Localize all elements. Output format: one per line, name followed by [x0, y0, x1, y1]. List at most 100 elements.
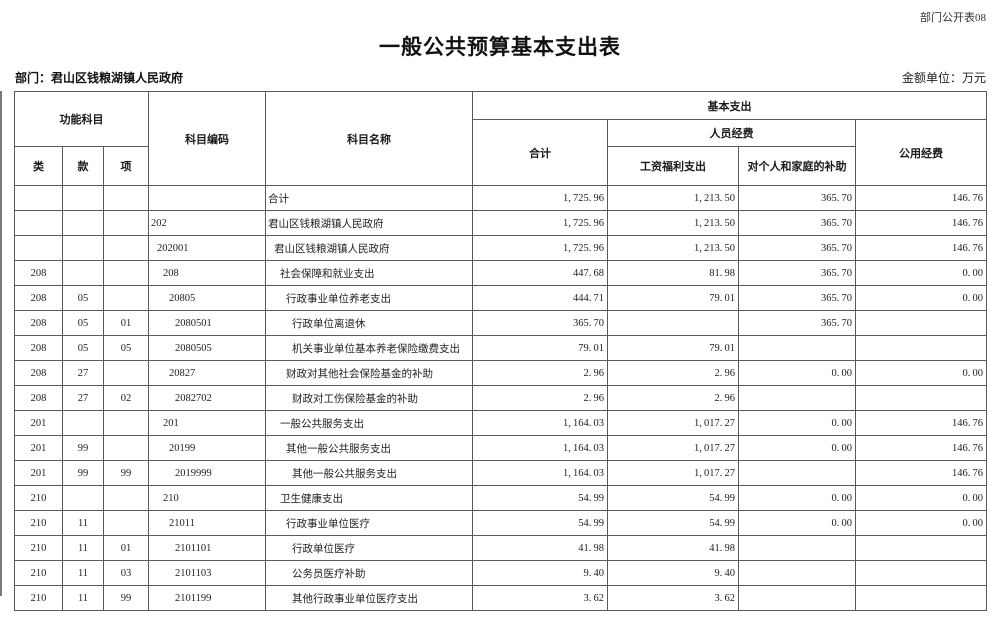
cell-individual-family-subsidy	[738, 560, 856, 586]
cell-total: 2. 96	[472, 385, 608, 411]
cell-individual-family-subsidy: 365. 70	[738, 285, 856, 311]
cell-section-code: 11	[62, 560, 104, 586]
cell-section-code	[62, 260, 104, 286]
cell-total: 444. 71	[472, 285, 608, 311]
cell-public-funds: 0. 00	[855, 260, 987, 286]
cell-subject-code	[148, 185, 266, 211]
cell-salary-welfare: 1, 213. 50	[607, 185, 739, 211]
cell-subject-code: 2101101	[148, 535, 266, 561]
cell-subject-code: 20805	[148, 285, 266, 311]
cell-public-funds: 146. 76	[855, 435, 987, 461]
cell-individual-family-subsidy: 365. 70	[738, 235, 856, 261]
cell-class-code: 210	[14, 510, 63, 536]
cell-salary-welfare: 1, 017. 27	[607, 410, 739, 436]
cell-total: 1, 725. 96	[472, 185, 608, 211]
cell-class-code: 210	[14, 560, 63, 586]
table-row: 合计 1, 725. 96 1, 213. 50 365. 70 146. 76	[14, 185, 987, 211]
cell-salary-welfare: 54. 99	[607, 485, 739, 511]
table-body: 合计 1, 725. 96 1, 213. 50 365. 70 146. 76…	[14, 185, 987, 611]
cell-public-funds: 0. 00	[855, 360, 987, 386]
cell-item-code: 03	[103, 560, 149, 586]
cell-subject-name: 社会保障和就业支出	[265, 260, 473, 286]
cell-section-code	[62, 210, 104, 236]
cell-total: 1, 725. 96	[472, 235, 608, 261]
cell-class-code: 208	[14, 310, 63, 336]
cell-individual-family-subsidy: 0. 00	[738, 435, 856, 461]
form-number-label: 部门公开表08	[920, 12, 986, 24]
cell-item-code: 01	[103, 535, 149, 561]
table-row: 210 11 21011 行政事业单位医疗 54. 99 54. 99 0. 0…	[14, 510, 987, 536]
cell-individual-family-subsidy: 365. 70	[738, 260, 856, 286]
cell-section-code: 99	[62, 460, 104, 486]
cell-subject-name: 君山区钱粮湖镇人民政府	[265, 235, 473, 261]
cell-individual-family-subsidy: 365. 70	[738, 310, 856, 336]
table-row: 210 11 01 2101101 行政单位医疗 41. 98 41. 98	[14, 535, 987, 561]
cell-salary-welfare: 81. 98	[607, 260, 739, 286]
department-label: 部门：君山区钱粮湖镇人民政府	[15, 71, 184, 85]
cell-class-code	[14, 185, 63, 211]
cell-salary-welfare: 9. 40	[607, 560, 739, 586]
cell-individual-family-subsidy: 0. 00	[738, 510, 856, 536]
header-functional-subject: 功能科目	[14, 91, 149, 147]
cell-subject-name: 行政事业单位养老支出	[265, 285, 473, 311]
page-title: 一般公共预算基本支出表	[379, 35, 621, 59]
cell-subject-code: 202001	[148, 235, 266, 261]
cell-subject-code: 20199	[148, 435, 266, 461]
cell-individual-family-subsidy	[738, 460, 856, 486]
cell-class-code: 208	[14, 385, 63, 411]
table-row: 210 11 03 2101103 公务员医疗补助 9. 40 9. 40	[14, 560, 987, 586]
cell-salary-welfare: 3. 62	[607, 585, 739, 611]
table-row: 208 208 社会保障和就业支出 447. 68 81. 98 365. 70…	[14, 260, 987, 286]
cell-individual-family-subsidy	[738, 585, 856, 611]
meta-row: 部门：君山区钱粮湖镇人民政府 金额单位：万元	[14, 69, 986, 85]
cell-class-code: 210	[14, 535, 63, 561]
table-row: 202001 君山区钱粮湖镇人民政府 1, 725. 96 1, 213. 50…	[14, 235, 987, 261]
cell-salary-welfare: 54. 99	[607, 510, 739, 536]
header-section: 款	[62, 146, 104, 186]
cell-public-funds: 146. 76	[855, 235, 987, 261]
cell-section-code: 99	[62, 435, 104, 461]
cell-subject-code: 208	[148, 260, 266, 286]
cell-public-funds	[855, 535, 987, 561]
cell-section-code	[62, 485, 104, 511]
cell-subject-name: 合计	[265, 185, 473, 211]
header-item: 项	[103, 146, 149, 186]
cell-salary-welfare: 79. 01	[607, 285, 739, 311]
cell-salary-welfare: 79. 01	[607, 335, 739, 361]
cell-item-code	[103, 410, 149, 436]
cell-subject-code: 20827	[148, 360, 266, 386]
cell-item-code	[103, 435, 149, 461]
cell-class-code: 208	[14, 335, 63, 361]
table-row: 201 99 99 2019999 其他一般公共服务支出 1, 164. 03 …	[14, 460, 987, 486]
cell-public-funds: 0. 00	[855, 485, 987, 511]
cell-item-code	[103, 235, 149, 261]
cell-section-code: 27	[62, 385, 104, 411]
cell-total: 1, 164. 03	[472, 410, 608, 436]
table-row: 210 11 99 2101199 其他行政事业单位医疗支出 3. 62 3. …	[14, 585, 987, 611]
cell-section-code: 11	[62, 535, 104, 561]
cell-class-code: 208	[14, 260, 63, 286]
header-salary-welfare: 工资福利支出	[607, 146, 739, 186]
cell-total: 365. 70	[472, 310, 608, 336]
header-subject-name: 科目名称	[265, 91, 473, 186]
cell-salary-welfare: 1, 213. 50	[607, 235, 739, 261]
cell-salary-welfare: 2. 96	[607, 385, 739, 411]
cell-total: 9. 40	[472, 560, 608, 586]
cell-public-funds	[855, 385, 987, 411]
cell-total: 2. 96	[472, 360, 608, 386]
cell-section-code: 27	[62, 360, 104, 386]
cell-class-code: 201	[14, 460, 63, 486]
page-edge-line	[0, 91, 2, 596]
cell-section-code	[62, 185, 104, 211]
cell-public-funds: 146. 76	[855, 210, 987, 236]
cell-item-code	[103, 485, 149, 511]
cell-section-code: 05	[62, 335, 104, 361]
cell-item-code: 05	[103, 335, 149, 361]
cell-salary-welfare	[607, 310, 739, 336]
cell-class-code	[14, 235, 63, 261]
cell-section-code: 11	[62, 585, 104, 611]
cell-subject-name: 行政单位医疗	[265, 535, 473, 561]
table-row: 208 05 05 2080505 机关事业单位基本养老保险缴费支出 79. 0…	[14, 335, 987, 361]
cell-public-funds: 0. 00	[855, 285, 987, 311]
cell-subject-name: 财政对工伤保险基金的补助	[265, 385, 473, 411]
